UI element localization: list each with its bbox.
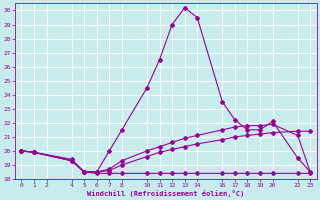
- X-axis label: Windchill (Refroidissement éolien,°C): Windchill (Refroidissement éolien,°C): [87, 190, 244, 197]
